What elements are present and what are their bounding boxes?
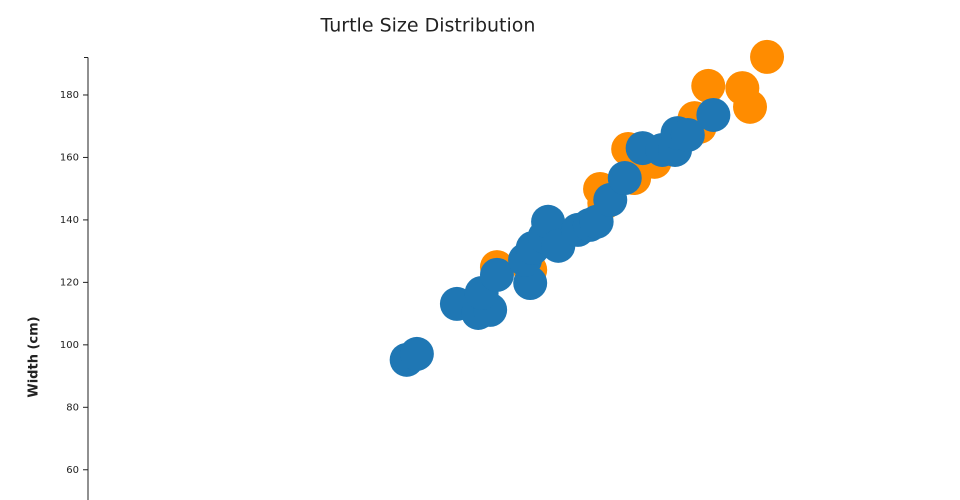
y-tick-label: 160 [60, 152, 79, 163]
scatter-point [399, 336, 434, 371]
scatter-point [479, 257, 514, 292]
y-tick-label: 80 [66, 402, 79, 413]
y-tick-label: 120 [60, 277, 79, 288]
y-tick-label: 180 [60, 90, 79, 101]
scatter-point [691, 68, 726, 103]
y-tick-label: 100 [60, 340, 79, 351]
scatter-point [750, 39, 785, 74]
y-tick-label: 60 [66, 465, 79, 476]
scatter-point [733, 89, 768, 124]
y-axis-label: Width (cm) [27, 316, 42, 397]
scatter-point [670, 117, 705, 152]
chart-title: Turtle Size Distribution [320, 15, 536, 37]
y-tick-label: 140 [60, 215, 79, 226]
scatter-point [607, 161, 642, 196]
scatter-point [696, 97, 731, 132]
